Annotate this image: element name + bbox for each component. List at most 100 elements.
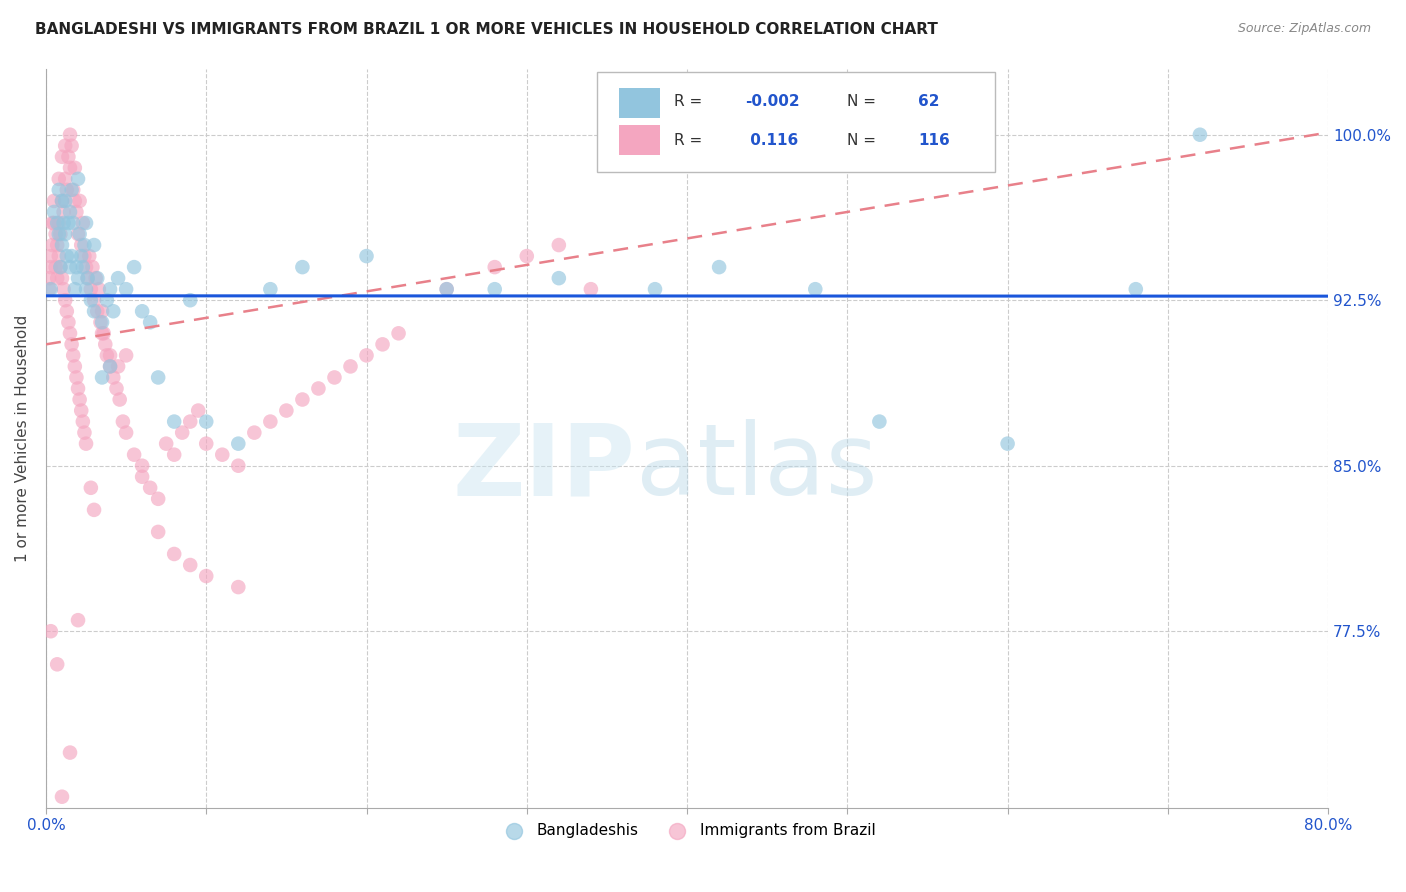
- Point: [75, 436, 97, 450]
- Point: [91, 326, 114, 341]
- Point: [72, 216, 94, 230]
- Point: [58, 216, 80, 230]
- Point: [644, 282, 666, 296]
- Point: [94, 337, 117, 351]
- Point: [83, 293, 105, 308]
- Point: [80, 293, 103, 308]
- Point: [146, 370, 169, 384]
- Point: [91, 315, 114, 329]
- Point: [1125, 282, 1147, 296]
- Point: [163, 448, 186, 462]
- Point: [53, 172, 76, 186]
- FancyBboxPatch shape: [619, 88, 661, 118]
- Point: [107, 359, 129, 374]
- Point: [41, 216, 63, 230]
- Point: [547, 238, 569, 252]
- Point: [356, 249, 378, 263]
- Point: [75, 216, 97, 230]
- Point: [98, 348, 121, 362]
- Point: [83, 304, 105, 318]
- Point: [75, 260, 97, 274]
- Point: [115, 425, 138, 440]
- Point: [103, 370, 125, 384]
- Point: [387, 326, 409, 341]
- Point: [179, 293, 201, 308]
- Point: [59, 326, 82, 341]
- Point: [91, 304, 114, 318]
- Point: [516, 249, 538, 263]
- Point: [62, 348, 84, 362]
- Point: [56, 183, 79, 197]
- Point: [139, 315, 162, 329]
- Point: [291, 392, 314, 407]
- Point: [96, 293, 118, 308]
- Point: [484, 282, 506, 296]
- Point: [72, 415, 94, 429]
- Point: [46, 271, 69, 285]
- Point: [51, 194, 73, 208]
- Text: ZIP: ZIP: [453, 419, 636, 516]
- Point: [307, 382, 329, 396]
- Point: [187, 403, 209, 417]
- Point: [98, 359, 121, 374]
- Text: 116: 116: [918, 133, 949, 148]
- Point: [66, 382, 89, 396]
- Point: [51, 271, 73, 285]
- Point: [98, 359, 121, 374]
- Point: [69, 392, 91, 407]
- Point: [80, 481, 103, 495]
- Point: [45, 260, 67, 274]
- Point: [48, 183, 70, 197]
- Point: [53, 138, 76, 153]
- Point: [195, 415, 218, 429]
- Point: [63, 194, 86, 208]
- Point: [131, 304, 153, 318]
- Point: [42, 205, 65, 219]
- Point: [82, 260, 104, 274]
- Point: [49, 260, 72, 274]
- Point: [56, 249, 79, 263]
- Point: [83, 238, 105, 252]
- Text: atlas: atlas: [636, 419, 877, 516]
- Point: [70, 403, 93, 417]
- Point: [323, 370, 346, 384]
- Point: [52, 205, 75, 219]
- Point: [436, 282, 458, 296]
- Text: 62: 62: [918, 95, 939, 110]
- Point: [46, 657, 69, 672]
- Point: [155, 436, 177, 450]
- Point: [41, 238, 63, 252]
- Point: [48, 249, 70, 263]
- Point: [51, 194, 73, 208]
- Point: [371, 337, 394, 351]
- Point: [49, 260, 72, 274]
- Point: [59, 161, 82, 175]
- Point: [60, 249, 83, 263]
- Point: [65, 205, 87, 219]
- Point: [39, 260, 62, 274]
- Point: [276, 403, 298, 417]
- Point: [146, 491, 169, 506]
- Point: [69, 194, 91, 208]
- Point: [58, 150, 80, 164]
- Point: [72, 260, 94, 274]
- Text: R =: R =: [675, 95, 707, 110]
- Point: [52, 282, 75, 296]
- Point: [69, 227, 91, 241]
- Point: [84, 271, 107, 285]
- Point: [39, 624, 62, 639]
- FancyBboxPatch shape: [619, 126, 661, 155]
- Point: [60, 138, 83, 153]
- Point: [46, 238, 69, 252]
- Point: [53, 227, 76, 241]
- Point: [77, 249, 100, 263]
- Point: [62, 216, 84, 230]
- Point: [243, 425, 266, 440]
- Point: [66, 613, 89, 627]
- Point: [60, 337, 83, 351]
- Legend: Bangladeshis, Immigrants from Brazil: Bangladeshis, Immigrants from Brazil: [492, 817, 882, 845]
- Point: [115, 282, 138, 296]
- Point: [226, 458, 249, 473]
- Point: [59, 128, 82, 142]
- Point: [45, 227, 67, 241]
